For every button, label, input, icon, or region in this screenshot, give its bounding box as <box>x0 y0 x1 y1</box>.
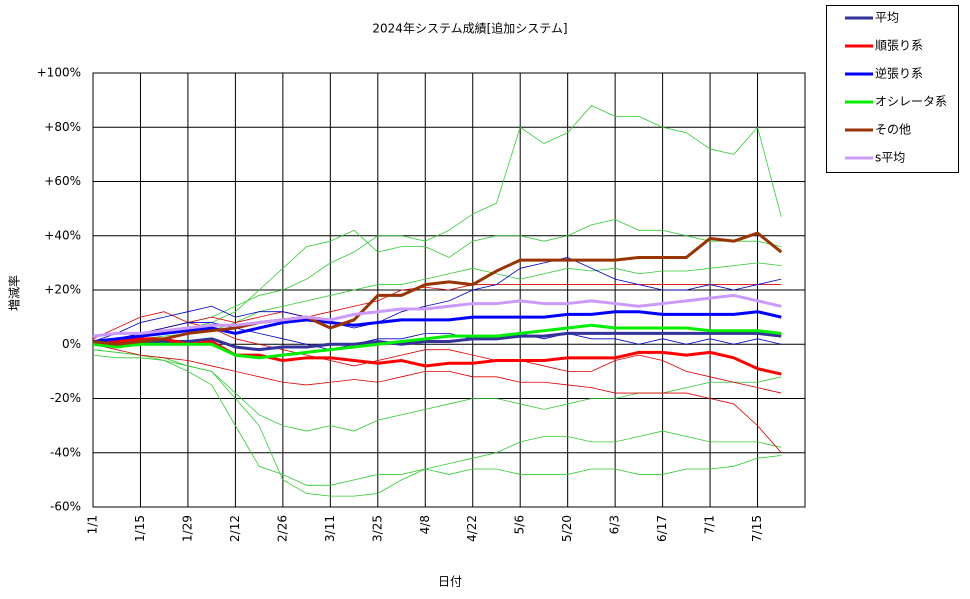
x-axis-title: 日付 <box>438 575 462 589</box>
y-tick-label: -60% <box>50 500 81 514</box>
y-tick-label: -20% <box>50 391 81 405</box>
system-line <box>92 349 782 432</box>
system-line <box>92 349 782 486</box>
series-line <box>92 323 782 360</box>
y-tick-label: +40% <box>44 228 81 242</box>
x-tick-label: 3/25 <box>370 515 384 542</box>
y-tick-label: +20% <box>44 283 81 297</box>
x-tick-label: 6/17 <box>655 515 669 542</box>
x-tick-label: 4/22 <box>465 515 479 542</box>
system-line <box>92 322 782 351</box>
system-line <box>92 219 782 345</box>
x-tick-label: 5/6 <box>513 515 527 534</box>
series-line <box>92 231 783 346</box>
x-tick-label: 1/1 <box>86 515 100 534</box>
series-line <box>92 293 782 338</box>
y-tick-label: +100% <box>37 66 81 80</box>
legend-label: s平均 <box>875 151 905 165</box>
x-tick-label: 4/8 <box>418 515 432 534</box>
legend-label: 順張り系 <box>875 39 923 53</box>
x-tick-label: 5/20 <box>560 515 574 542</box>
system-line <box>92 284 782 345</box>
y-tick-label: +60% <box>44 174 81 188</box>
chart-title: 2024年システム成績[追加システム] <box>372 21 567 36</box>
legend-label: 逆張り系 <box>875 66 923 81</box>
y-tick-label: -40% <box>50 445 81 459</box>
x-tick-label: 2/12 <box>228 515 242 542</box>
system-line <box>92 257 782 342</box>
series-line <box>93 331 782 352</box>
legend-label: オシレータ系 <box>875 95 947 109</box>
legend-label: その他 <box>875 123 911 137</box>
x-tick-label: 7/15 <box>750 515 764 542</box>
x-tick-label: 3/11 <box>323 515 337 542</box>
x-tick-label: 6/3 <box>608 515 622 534</box>
x-tick-label: 2/26 <box>275 515 289 542</box>
y-axis-title: 増減率 <box>7 275 22 311</box>
system-line <box>92 343 782 454</box>
y-tick-label: +80% <box>44 120 81 134</box>
series-line <box>92 310 782 344</box>
x-tick-label: 1/29 <box>180 515 194 542</box>
x-tick-label: 7/1 <box>703 515 717 534</box>
series-line <box>93 337 782 376</box>
y-tick-label: 0% <box>62 337 81 351</box>
legend-box <box>826 5 959 173</box>
legend-label: 平均 <box>875 11 899 25</box>
x-tick-label: 1/15 <box>133 515 147 542</box>
